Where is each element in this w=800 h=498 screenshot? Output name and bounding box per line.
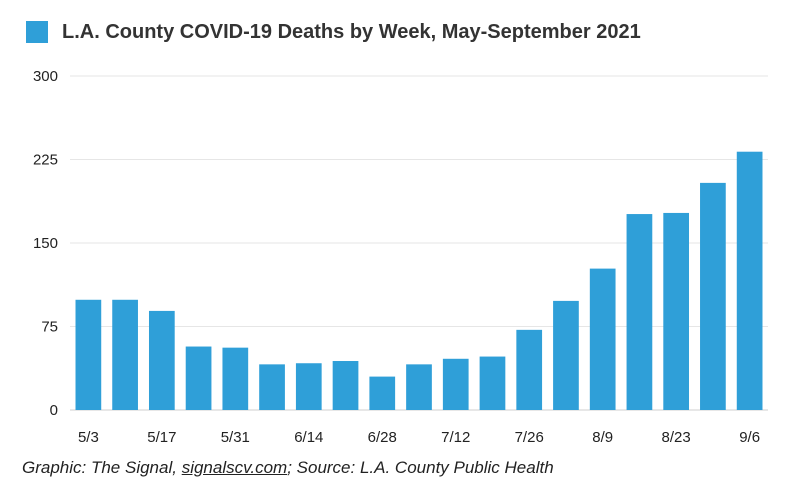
x-tick-label: 7/12: [441, 429, 470, 446]
bar-9-6[interactable]: [736, 151, 763, 410]
source-credit: Graphic: The Signal, signalscv.com; Sour…: [22, 458, 554, 478]
chart-title: L.A. County COVID-19 Deaths by Week, May…: [62, 20, 641, 43]
bar-7-19[interactable]: [479, 356, 506, 410]
y-axis-labels: 0 75 150 225 300: [33, 68, 58, 419]
signal-link[interactable]: signalscv.com: [181, 458, 288, 477]
bar-6-28[interactable]: [369, 376, 396, 410]
x-axis-labels: 5/3 5/17 5/31 6/14 6/28 7/12 7/26 8/9 8/23 9/6: [78, 429, 760, 446]
bar-7-26[interactable]: [516, 329, 543, 410]
bar-5-31[interactable]: [222, 347, 249, 410]
bar-8-16[interactable]: [626, 214, 653, 410]
x-tick-label: 9/6: [739, 429, 760, 446]
bars: [75, 151, 763, 410]
x-tick-label: 8/9: [592, 429, 613, 446]
bar-8-2[interactable]: [553, 300, 579, 410]
credit-suffix: ; Source: L.A. County Public Health: [287, 458, 554, 477]
y-tick-label: 225: [33, 152, 58, 169]
x-tick-label: 6/14: [294, 429, 323, 446]
bar-6-21[interactable]: [332, 361, 359, 410]
y-tick-label: 300: [33, 68, 58, 85]
bar-6-14[interactable]: [295, 363, 322, 410]
bar-8-23[interactable]: [663, 212, 690, 410]
bar-5-24[interactable]: [185, 346, 212, 410]
credit-prefix: Graphic: The Signal,: [22, 458, 182, 477]
x-tick-label: 6/28: [368, 429, 397, 446]
x-tick-label: 5/3: [78, 429, 99, 446]
bar-8-30[interactable]: [700, 182, 726, 410]
bar-8-9[interactable]: [589, 268, 616, 410]
chart-legend: L.A. County COVID-19 Deaths by Week, May…: [26, 16, 641, 48]
x-tick-label: 5/17: [147, 429, 176, 446]
bar-chart: 0 75 150 225 300 5/3 5/17 5/31 6/14 6/28 7/12 7/26…: [33, 68, 768, 446]
y-tick-label: 0: [50, 402, 58, 419]
y-tick-label: 150: [33, 235, 58, 252]
bar-7-5[interactable]: [406, 364, 432, 410]
y-tick-label: 75: [41, 319, 58, 336]
x-tick-label: 5/31: [221, 429, 250, 446]
x-tick-label: 8/23: [662, 429, 691, 446]
bar-7-12[interactable]: [442, 358, 469, 410]
legend-swatch: [26, 21, 48, 43]
bar-6-7[interactable]: [259, 364, 285, 410]
bar-5-17[interactable]: [148, 310, 175, 410]
bar-5-10[interactable]: [112, 299, 138, 410]
x-tick-label: 7/26: [515, 429, 544, 446]
bar-5-3[interactable]: [75, 299, 102, 410]
